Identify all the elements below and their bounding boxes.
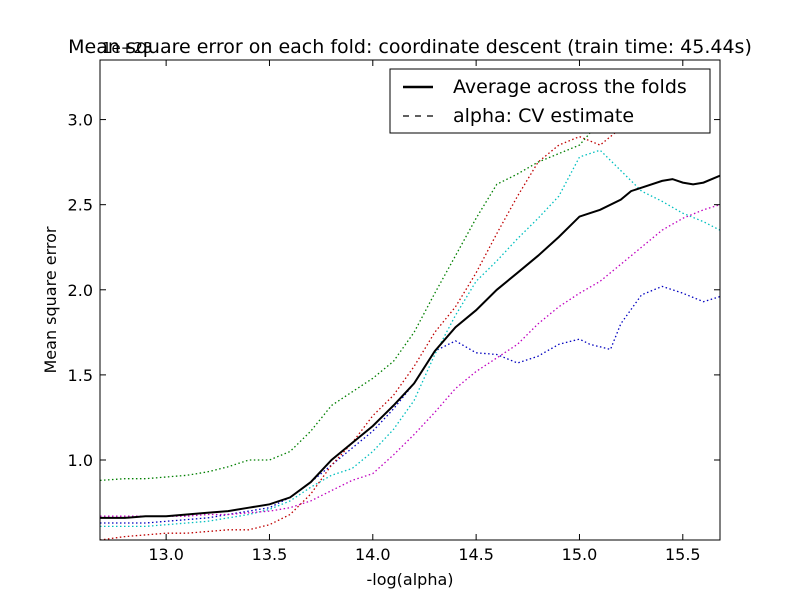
series-line-5	[100, 174, 720, 519]
y-tick-label: 1.0	[68, 451, 93, 470]
x-tick-label: 15.0	[562, 545, 598, 564]
series-line-1	[100, 149, 720, 528]
series-line-4	[100, 204, 720, 517]
legend-label-cv-estimate: alpha: CV estimate	[453, 105, 634, 127]
legend-box	[389, 68, 711, 134]
series-line-2	[100, 127, 622, 540]
plot-area	[100, 60, 720, 540]
ticks-layer: 13.0 13.5 14.0 14.5 15.0 15.5 1.0 1.5 2.0 2.5 3.0	[68, 60, 720, 564]
y-tick-label: 3.0	[68, 111, 93, 130]
x-axis-label: -log(alpha)	[367, 570, 454, 589]
x-tick-label: 14.5	[458, 545, 494, 564]
x-tick-label: 15.5	[665, 545, 701, 564]
x-tick-label: 14.0	[355, 545, 391, 564]
plot-frame	[99, 59, 721, 541]
y-tick-label: 2.5	[68, 196, 93, 215]
y-tick-label: 2.0	[68, 281, 93, 300]
y-axis-label: Mean square error	[41, 226, 60, 373]
y-tick-label: 1.5	[68, 366, 93, 385]
series-line-3	[100, 132, 591, 482]
chart-title: Mean square error on each fold: coordina…	[68, 36, 752, 58]
legend: Average across the folds alpha: CV estim…	[389, 68, 711, 134]
series-layer	[100, 127, 720, 540]
y-offset-label: 1e+23	[102, 39, 152, 57]
x-tick-label: 13.0	[148, 545, 184, 564]
legend-label-average: Average across the folds	[453, 76, 687, 98]
x-tick-label: 13.5	[252, 545, 288, 564]
